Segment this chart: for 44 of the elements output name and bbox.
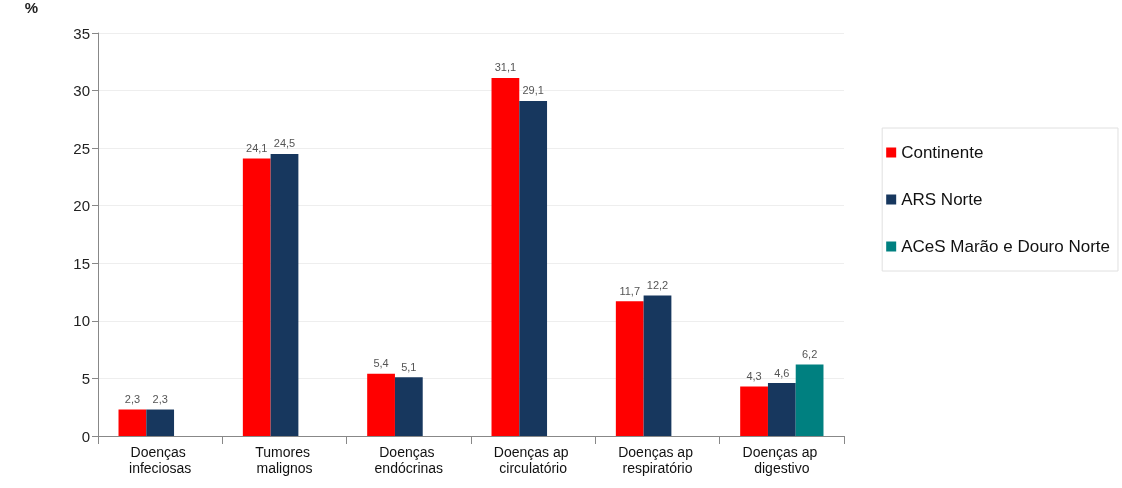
data-label: 2,3 bbox=[124, 393, 141, 406]
data-label: 4,6 bbox=[774, 366, 790, 379]
bar bbox=[767, 383, 796, 436]
x-tick-label: Doenças ap circulatório bbox=[493, 444, 573, 476]
x-tick-label: Doenças endócrinas bbox=[374, 444, 444, 476]
bar bbox=[491, 77, 520, 436]
x-tick-label: Tumores malignos bbox=[255, 444, 314, 476]
y-tick-label: 10 bbox=[73, 312, 90, 330]
bar bbox=[118, 409, 147, 436]
y-tick-label: 15 bbox=[73, 254, 90, 272]
data-label: 2,3 bbox=[152, 393, 168, 406]
data-label: 31,1 bbox=[494, 61, 517, 74]
bar bbox=[740, 386, 768, 436]
y-tick-label: 25 bbox=[73, 139, 90, 157]
y-tick-label: 5 bbox=[81, 369, 90, 387]
data-label: 5,1 bbox=[401, 360, 417, 373]
y-tick-label: 20 bbox=[73, 197, 90, 215]
legend-label: ARS Norte bbox=[901, 190, 983, 209]
bar bbox=[146, 409, 175, 436]
bar bbox=[519, 100, 548, 436]
y-tick-label: 30 bbox=[73, 82, 90, 100]
y-tick-label: 35 bbox=[73, 24, 90, 42]
x-tick-label: Doenças ap respiratório bbox=[618, 444, 697, 476]
y-axis-title: % bbox=[24, 0, 38, 16]
bar bbox=[367, 373, 395, 436]
data-label: 29,1 bbox=[522, 84, 544, 97]
x-tick-label: Doenças ap digestivo bbox=[742, 444, 822, 476]
legend-label: ACeS Marão e Douro Norte bbox=[901, 237, 1111, 256]
data-label: 11,7 bbox=[619, 284, 641, 297]
data-label: 5,4 bbox=[373, 357, 389, 370]
bar bbox=[615, 301, 644, 436]
bar bbox=[643, 295, 672, 436]
bar bbox=[795, 364, 824, 436]
bar bbox=[270, 153, 299, 436]
bar bbox=[394, 377, 423, 436]
data-label: 24,1 bbox=[246, 142, 268, 155]
data-label: 6,2 bbox=[801, 348, 818, 361]
x-tick-label: Doenças infeciosas bbox=[129, 444, 192, 476]
bar bbox=[242, 158, 271, 436]
legend-label: Continente bbox=[901, 143, 984, 162]
data-label: 12,2 bbox=[646, 279, 669, 292]
data-label: 24,5 bbox=[273, 137, 296, 150]
data-label: 4,3 bbox=[746, 369, 762, 382]
y-tick-label: 0 bbox=[81, 427, 90, 445]
